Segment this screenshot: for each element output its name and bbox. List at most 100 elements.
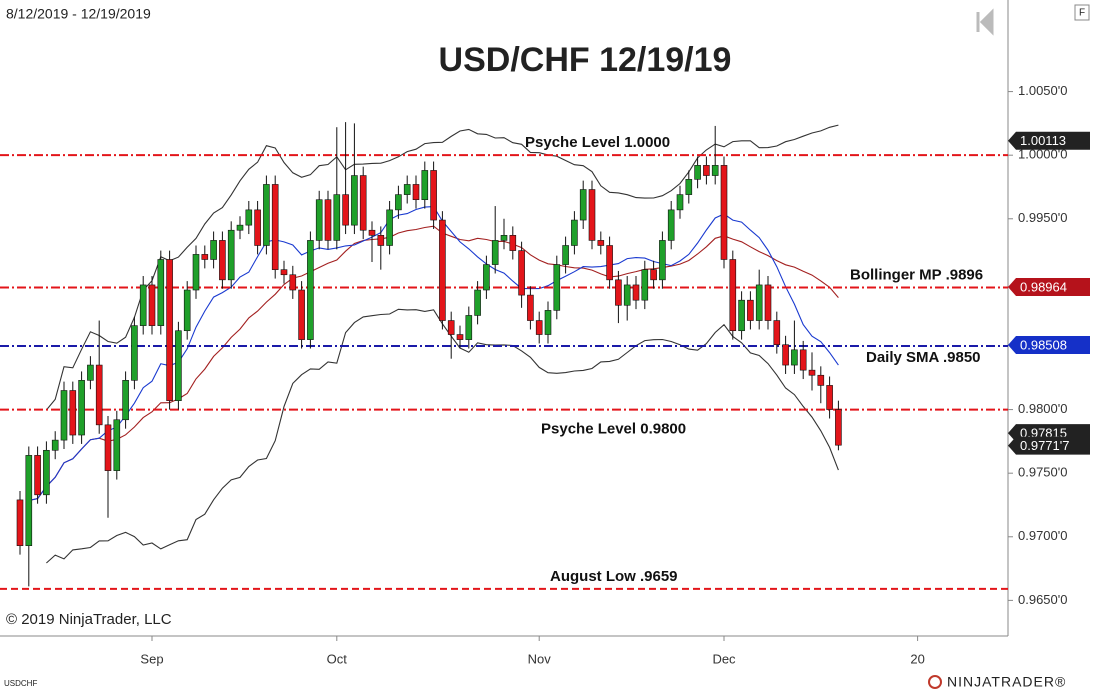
candle-body <box>122 380 129 421</box>
candle-body <box>271 184 279 270</box>
y-tick-label: 0.9750'0 <box>1018 465 1067 480</box>
candle-body <box>166 259 173 401</box>
candle-body <box>465 315 473 340</box>
candle-body <box>579 189 587 221</box>
candle-body <box>430 170 437 221</box>
logo: NINJATRADER® <box>947 674 1066 690</box>
price-marker-label: 0.9771'7 <box>1020 438 1069 453</box>
candle-body <box>51 439 59 451</box>
candle-body <box>131 325 138 381</box>
candle-body <box>535 320 543 335</box>
candle-body <box>421 170 429 201</box>
price-marker <box>1008 277 1090 296</box>
candle-body <box>395 194 402 211</box>
candle-body <box>236 224 244 231</box>
candle-body <box>632 284 640 301</box>
candle-body <box>342 194 349 226</box>
y-tick-label: 0.9950'0 <box>1018 210 1067 225</box>
candle-body <box>324 199 332 241</box>
candle-body <box>606 245 613 281</box>
candle-body <box>403 184 411 195</box>
y-tick-label: 1.0000'0 <box>1018 147 1067 162</box>
candle-body <box>148 284 156 326</box>
y-tick-label: 0.9650'0 <box>1018 592 1067 607</box>
candle-body <box>227 229 235 281</box>
candle-body <box>720 165 728 260</box>
candle-body <box>210 240 217 260</box>
candle-body <box>826 385 833 410</box>
candle-body <box>571 219 578 246</box>
candle-body <box>359 175 367 231</box>
x-tick-label: Oct <box>327 651 348 666</box>
candle-body <box>95 364 103 426</box>
candle-body <box>747 299 754 321</box>
candle-body <box>667 209 675 241</box>
candle-body <box>34 455 41 496</box>
candle-body <box>808 369 816 376</box>
candle-body <box>676 194 684 211</box>
candle-body <box>782 344 789 366</box>
instrument: USDCHF <box>4 679 37 688</box>
panel-button-label[interactable]: F <box>1079 8 1085 19</box>
candle-body <box>447 320 455 335</box>
candle-body <box>553 264 561 311</box>
candle-body <box>791 349 798 366</box>
candle-body <box>615 279 622 306</box>
candle-body <box>703 165 710 176</box>
candle-body <box>527 294 534 321</box>
candle-body <box>729 259 737 332</box>
candle-body <box>456 334 464 340</box>
level-label: Bollinger MP .9896 <box>850 266 983 283</box>
candle-body <box>659 240 666 281</box>
candle-body <box>25 455 33 546</box>
candle-body <box>254 209 261 246</box>
candle-body <box>799 349 807 371</box>
level-label: Psyche Level 0.9800 <box>541 421 686 438</box>
candle-body <box>78 380 85 436</box>
candle-body <box>377 235 385 246</box>
candle-body <box>16 499 24 546</box>
candle-body <box>298 289 305 340</box>
panel-button[interactable] <box>1074 4 1090 21</box>
price-marker-label: 0.98508 <box>1020 337 1067 352</box>
candle-body <box>192 254 200 291</box>
candle-body <box>157 259 165 326</box>
price-marker-label: 0.98964 <box>1020 279 1067 294</box>
x-tick-label: Sep <box>140 651 163 666</box>
candle-body <box>597 240 605 246</box>
candle-body <box>139 284 147 326</box>
candle-body <box>500 235 508 241</box>
candle-body <box>183 289 191 332</box>
candle-body <box>694 165 701 180</box>
candle-body <box>87 364 94 381</box>
level-label: August Low .9659 <box>550 568 678 585</box>
level-label: Psyche Level 1.0000 <box>525 134 670 151</box>
candle-body <box>201 254 209 260</box>
level-label: Daily SMA .9850 <box>866 349 981 366</box>
candle-body <box>412 184 420 201</box>
bollinger-upper <box>45 124 839 411</box>
candle-body <box>491 240 499 265</box>
candle-body <box>641 269 649 301</box>
candle-body <box>650 269 657 281</box>
price-marker <box>1008 131 1090 150</box>
candle-body <box>333 194 341 241</box>
logo-icon <box>928 675 942 689</box>
scroll-end-icon[interactable] <box>976 8 994 36</box>
candle-body <box>562 245 569 265</box>
candle-body <box>219 240 226 281</box>
x-tick-label: Nov <box>528 651 552 666</box>
candle-body <box>588 189 596 241</box>
x-tick-label: Dec <box>712 651 736 666</box>
candle-body <box>280 269 288 276</box>
price-marker <box>1008 436 1090 455</box>
candle-body <box>483 264 490 291</box>
candle-body <box>544 310 552 335</box>
candle-body <box>263 184 270 246</box>
candle-body <box>509 235 517 251</box>
candle-body <box>315 199 323 241</box>
candle-body <box>685 179 693 195</box>
candle-body <box>307 240 314 340</box>
candle-body <box>245 209 253 226</box>
